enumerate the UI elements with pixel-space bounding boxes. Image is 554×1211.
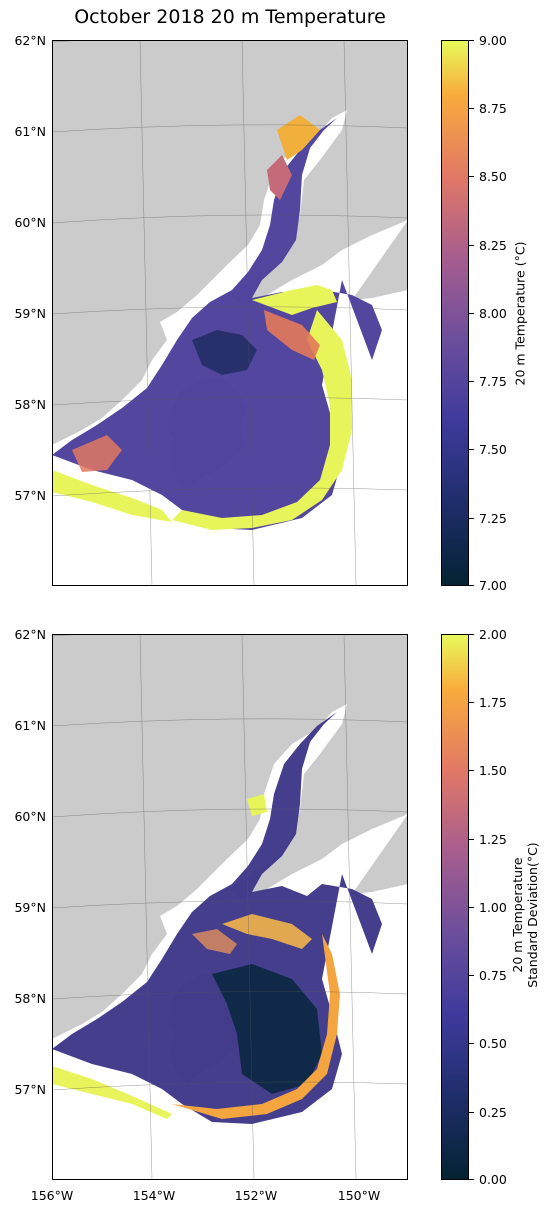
lon-label: 156°W <box>30 1188 74 1203</box>
temperature-field <box>52 118 382 530</box>
colorbar-tick: 8.50 <box>479 169 507 184</box>
lat-label: 58°N <box>14 397 46 412</box>
colorbar-label-stdev: 20 m Temperature Standard Deviation(°C) <box>510 805 540 1025</box>
warm-outer-ring <box>252 285 337 315</box>
colorbar-tick: 0.25 <box>479 1105 507 1120</box>
land-mainland <box>52 634 408 1039</box>
lat-label: 57°N <box>14 1082 46 1097</box>
colorbar-label-mean: 20 m Temperature (°C) <box>512 241 528 386</box>
lat-label: 59°N <box>14 900 46 915</box>
colorbar-tick: 8.00 <box>479 306 507 321</box>
colorbar-tick: 1.25 <box>479 832 507 847</box>
colorbar-tick: 7.50 <box>479 442 507 457</box>
colorbar-tick: 8.25 <box>479 238 507 253</box>
lat-label: 60°N <box>14 215 46 230</box>
colorbar-tick: 7.75 <box>479 374 507 389</box>
colorbar-tick: 8.75 <box>479 101 507 116</box>
colorbar-tick: 0.75 <box>479 968 507 983</box>
lat-label: 61°N <box>14 124 46 139</box>
lat-label: 58°N <box>14 991 46 1006</box>
colorbar-tick: 1.00 <box>479 900 507 915</box>
mean-temperature-map <box>52 40 408 586</box>
colorbar-label-line1: 20 m Temperature <box>510 857 525 973</box>
lon-label: 154°W <box>132 1188 176 1203</box>
lat-label: 57°N <box>14 488 46 503</box>
lon-label: 150°W <box>337 1188 381 1203</box>
colorbar-tick: 1.50 <box>479 763 507 778</box>
lat-label: 62°N <box>14 33 46 48</box>
colorbar-stdev <box>441 634 469 1180</box>
lon-label: 152°W <box>234 1188 278 1203</box>
colorbar-tick: 0.50 <box>479 1036 507 1051</box>
colorbar-tick: 0.00 <box>479 1172 507 1187</box>
colorbar-tick: 7.00 <box>479 578 507 593</box>
lat-label: 62°N <box>14 627 46 642</box>
lat-label: 60°N <box>14 809 46 824</box>
colorbar-mean <box>441 40 469 586</box>
colorbar-label-line2: Standard Deviation(°C) <box>525 842 540 988</box>
colorbar-tick: 9.00 <box>479 33 507 48</box>
land-mainland <box>52 40 408 445</box>
lat-label: 59°N <box>14 306 46 321</box>
lat-label: 61°N <box>14 718 46 733</box>
colorbar-tick: 2.00 <box>479 627 507 642</box>
stdev-temperature-map <box>52 634 408 1180</box>
colorbar-tick: 1.75 <box>479 695 507 710</box>
figure-title: October 2018 20 m Temperature <box>74 6 386 28</box>
colorbar-tick: 7.25 <box>479 511 507 526</box>
